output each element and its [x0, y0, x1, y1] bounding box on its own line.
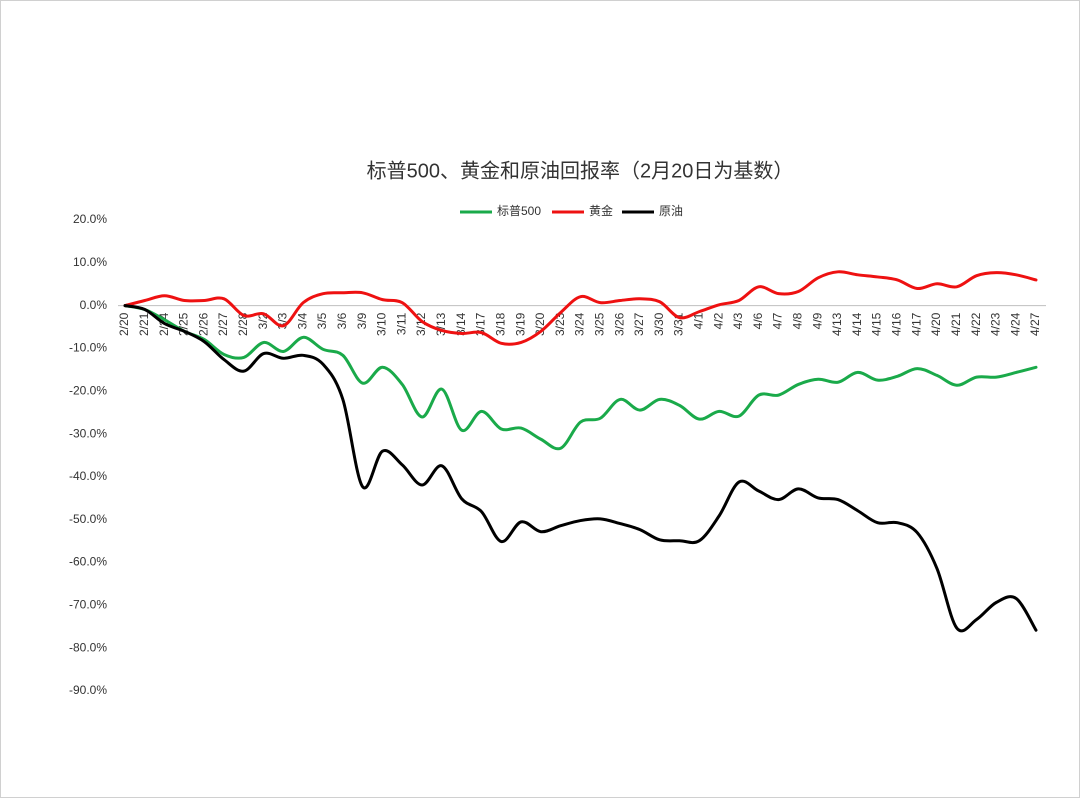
x-tick-label: 4/16 [890, 312, 904, 336]
y-tick-label: -40.0% [69, 469, 107, 483]
x-tick-label: 3/30 [652, 312, 666, 336]
x-tick-label: 4/2 [711, 312, 725, 329]
x-tick-label: 4/9 [810, 312, 824, 329]
y-tick-label: -50.0% [69, 512, 107, 526]
x-tick-label: 3/27 [632, 312, 646, 336]
line-series [123, 304, 1038, 451]
x-tick-label: 4/8 [791, 312, 805, 329]
x-tick-label: 3/6 [335, 312, 349, 329]
legend-label: 标普500 [497, 204, 541, 218]
x-tick-label: 4/7 [771, 312, 785, 329]
x-tick-label: 4/6 [751, 312, 765, 329]
x-tick-label: 2/20 [117, 312, 131, 336]
x-tick-label: 4/20 [929, 312, 943, 336]
y-tick-label: -30.0% [69, 426, 107, 440]
x-tick-label: 4/14 [850, 312, 864, 336]
x-tick-label: 2/27 [216, 312, 230, 336]
x-tick-label: 2/28 [236, 312, 250, 336]
x-tick-label: 3/26 [612, 312, 626, 336]
x-tick-label: 3/10 [375, 312, 389, 336]
x-tick-label: 3/17 [474, 312, 488, 336]
x-tick-label: 3/9 [355, 312, 369, 329]
line-series [123, 270, 1038, 346]
x-tick-label: 4/15 [870, 312, 884, 336]
y-tick-label: -90.0% [69, 683, 107, 697]
x-tick-label: 4/21 [949, 312, 963, 336]
legend-label: 黄金 [589, 203, 613, 218]
x-tick-label: 3/18 [493, 312, 507, 336]
line-series [123, 304, 1038, 633]
y-tick-label: -10.0% [69, 341, 107, 355]
x-tick-label: 4/1 [691, 312, 705, 329]
x-tick-label: 4/27 [1028, 312, 1042, 336]
x-tick-label: 4/13 [830, 312, 844, 336]
x-tick-label: 4/24 [1008, 312, 1022, 336]
x-tick-label: 3/19 [513, 312, 527, 336]
x-tick-label: 3/24 [573, 312, 587, 336]
legend-label: 原油 [659, 204, 683, 218]
y-tick-label: 10.0% [73, 255, 107, 269]
x-tick-label: 4/17 [909, 312, 923, 336]
y-tick-label: -80.0% [69, 640, 107, 654]
x-tick-label: 3/11 [394, 312, 408, 335]
y-tick-label: 20.0% [73, 212, 107, 226]
y-tick-label: 0.0% [80, 298, 108, 312]
x-tick-label: 3/25 [592, 312, 606, 336]
x-tick-label: 4/3 [731, 312, 745, 329]
x-tick-label: 3/14 [454, 312, 468, 336]
x-tick-label: 3/5 [315, 312, 329, 329]
x-tick-label: 3/4 [295, 312, 309, 329]
x-tick-label: 4/23 [989, 312, 1003, 336]
x-tick-label: 4/22 [969, 312, 983, 336]
y-tick-label: -70.0% [69, 598, 107, 612]
y-tick-label: -60.0% [69, 555, 107, 569]
x-tick-label: 2/26 [196, 312, 210, 336]
x-tick-label: 2/21 [137, 312, 151, 336]
y-tick-label: -20.0% [69, 383, 107, 397]
chart-title: 标普500、黄金和原油回报率（2月20日为基数） [367, 159, 794, 182]
